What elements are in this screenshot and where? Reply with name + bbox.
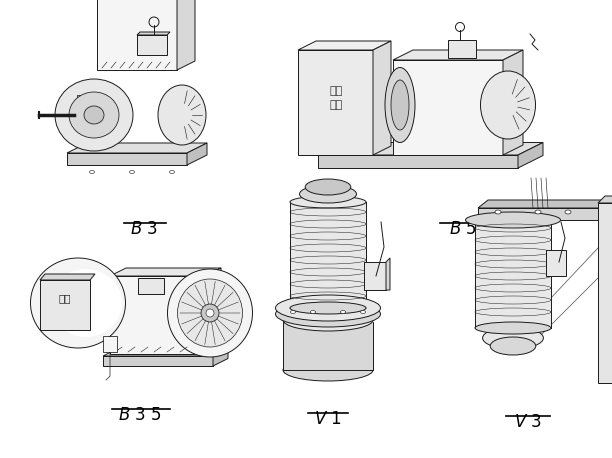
Ellipse shape — [360, 311, 365, 313]
Text: $\it{B\ 5}$: $\it{B\ 5}$ — [449, 220, 477, 238]
Polygon shape — [518, 142, 543, 168]
Polygon shape — [318, 155, 518, 168]
Ellipse shape — [466, 212, 561, 228]
Bar — [40, 280, 90, 330]
Bar — [598, 203, 612, 383]
Polygon shape — [298, 41, 391, 50]
Ellipse shape — [490, 337, 536, 355]
Polygon shape — [110, 268, 221, 276]
Ellipse shape — [475, 322, 551, 334]
Ellipse shape — [50, 269, 122, 337]
Ellipse shape — [69, 92, 119, 138]
Ellipse shape — [305, 179, 351, 195]
Polygon shape — [213, 349, 228, 366]
Polygon shape — [137, 32, 170, 35]
Ellipse shape — [299, 185, 357, 203]
Text: $\it{V\ 1}$: $\it{V\ 1}$ — [314, 410, 342, 428]
Ellipse shape — [206, 309, 214, 317]
Bar — [290, 202, 366, 312]
Ellipse shape — [168, 269, 253, 357]
Ellipse shape — [310, 311, 316, 313]
Text: $\it{B\ 3}$: $\it{B\ 3}$ — [130, 220, 158, 238]
Polygon shape — [187, 143, 207, 165]
Text: 风机: 风机 — [59, 293, 71, 303]
Ellipse shape — [89, 170, 94, 174]
Polygon shape — [598, 196, 612, 203]
Polygon shape — [205, 268, 221, 354]
Polygon shape — [103, 356, 213, 366]
Ellipse shape — [84, 106, 104, 124]
Ellipse shape — [170, 170, 174, 174]
Ellipse shape — [565, 210, 571, 214]
Bar — [478, 208, 608, 220]
Ellipse shape — [290, 196, 366, 208]
Polygon shape — [373, 41, 391, 155]
Ellipse shape — [291, 311, 296, 313]
Polygon shape — [40, 274, 95, 280]
Polygon shape — [177, 0, 195, 70]
Ellipse shape — [201, 304, 219, 322]
Ellipse shape — [31, 258, 125, 348]
Polygon shape — [103, 349, 228, 356]
Ellipse shape — [495, 210, 501, 214]
Ellipse shape — [483, 327, 543, 349]
Ellipse shape — [480, 71, 536, 139]
Ellipse shape — [55, 79, 133, 151]
Bar — [475, 220, 551, 328]
Text: $\it{V\ 3}$: $\it{V\ 3}$ — [514, 413, 542, 431]
Ellipse shape — [158, 85, 206, 145]
Ellipse shape — [130, 170, 135, 174]
Ellipse shape — [385, 67, 415, 142]
Polygon shape — [298, 50, 373, 155]
Ellipse shape — [177, 279, 242, 347]
Ellipse shape — [290, 302, 366, 314]
Polygon shape — [386, 258, 390, 290]
Bar — [137, 35, 167, 55]
Ellipse shape — [391, 80, 409, 130]
Polygon shape — [503, 50, 523, 155]
Bar — [448, 40, 476, 58]
Polygon shape — [110, 276, 205, 354]
Polygon shape — [393, 50, 523, 60]
Text: $\it{B\ 3\ 5}$: $\it{B\ 3\ 5}$ — [118, 406, 162, 424]
Bar — [138, 278, 164, 294]
Bar — [364, 262, 386, 290]
Bar — [283, 322, 373, 370]
Polygon shape — [318, 142, 543, 155]
Polygon shape — [393, 60, 503, 155]
Polygon shape — [67, 143, 207, 153]
Bar — [77, 95, 95, 117]
Ellipse shape — [275, 295, 381, 321]
Ellipse shape — [283, 359, 373, 381]
Ellipse shape — [283, 309, 373, 331]
Text: 负载
设备: 负载 设备 — [329, 86, 343, 110]
Ellipse shape — [535, 210, 541, 214]
Polygon shape — [67, 153, 187, 165]
Polygon shape — [97, 0, 177, 70]
Polygon shape — [478, 200, 612, 208]
Ellipse shape — [275, 301, 381, 327]
Bar — [546, 250, 566, 276]
Ellipse shape — [340, 311, 346, 313]
Bar — [103, 336, 117, 352]
